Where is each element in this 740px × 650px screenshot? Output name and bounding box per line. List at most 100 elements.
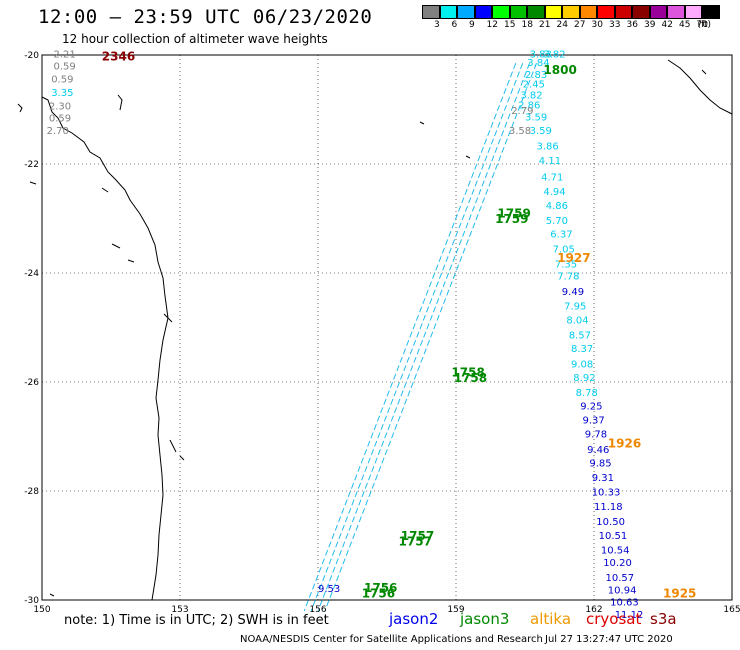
map-labels: 2.210.590.593.352.300.592.703.833.823.84…: [47, 49, 697, 621]
wave-height-reading: 10.94: [608, 585, 637, 596]
wave-height-reading: 9.25: [580, 401, 602, 412]
legend-swatch: [579, 5, 597, 19]
legend-swatch: [597, 5, 615, 19]
island-8: [179, 455, 185, 461]
wave-height-reading: 2.30: [49, 102, 71, 113]
wave-height-reading: 8.92: [573, 373, 595, 384]
pass-time-label: 1757: [399, 535, 432, 549]
loyalty-island: [701, 69, 707, 75]
legend-swatch: [667, 5, 685, 19]
wave-height-reading: 9.85: [589, 458, 611, 469]
legend-label: 36: [626, 20, 638, 30]
island-2: [29, 181, 37, 185]
pass-time-label: 1927: [557, 251, 590, 265]
map-title: 12:00 – 23:59 UTC 06/23/2020: [38, 6, 373, 28]
wave-height-reading: 9.53: [318, 584, 340, 595]
latitude-label: -26: [24, 378, 39, 388]
satellite-name: jason2: [389, 610, 439, 628]
altimeter-track: [317, 62, 531, 612]
wave-height-reading: 4.86: [546, 201, 568, 212]
island-11: [465, 155, 471, 159]
wave-height-reading: 10.63: [610, 597, 639, 608]
legend-label: 21: [539, 20, 551, 30]
island-6: [163, 313, 173, 323]
legend-swatch: [527, 5, 545, 19]
wave-height-legend: 3 6 9 12 15 18 21 24 27 30 33 36 39 42 45 70 (ft): [422, 5, 720, 33]
latitude-label: -30: [24, 596, 39, 606]
wave-height-reading: 10.20: [603, 558, 632, 569]
wave-height-reading: 3.84: [527, 58, 549, 69]
pass-time-label: 1759: [497, 206, 530, 220]
wave-height-reading: 2.79: [511, 106, 533, 117]
satellite-name: altika: [530, 610, 572, 628]
legend-label: 3: [434, 20, 440, 30]
legend-swatch: [614, 5, 632, 19]
legend-label: 6: [451, 20, 458, 30]
longitude-label: 165: [723, 605, 740, 615]
legend-unit: (ft): [697, 20, 712, 30]
wave-height-reading: 0.59: [54, 62, 76, 73]
wave-height-reading: 2.45: [523, 80, 545, 91]
legend-swatch: [439, 5, 457, 19]
legend-label: 70: [696, 20, 708, 30]
pass-time-label: 1757: [401, 529, 434, 543]
pass-time-label: 1756: [362, 586, 395, 600]
wave-height-reading: 3.59: [530, 126, 552, 137]
legend-swatch: [509, 5, 527, 19]
legend-swatch: [457, 5, 475, 19]
satellite-tracks: [303, 62, 537, 612]
satellite-name: s3a: [650, 610, 677, 628]
wave-height-reading: 5.70: [546, 216, 568, 227]
pass-time-label: 1926: [608, 436, 641, 450]
legend-swatch: [544, 5, 562, 19]
legend-label: 24: [556, 20, 568, 30]
wave-height-reading: 8.57: [569, 330, 591, 341]
legend-swatch: [492, 5, 510, 19]
island-5: [127, 259, 135, 263]
map-subtitle: 12 hour collection of altimeter wave hei…: [62, 32, 328, 46]
pass-time-label: 1759: [495, 212, 528, 226]
wave-height-reading: 10.57: [606, 573, 635, 584]
wave-height-reading: 10.33: [592, 487, 621, 498]
australia-coastline: [41, 96, 169, 601]
wave-height-reading: 7.78: [557, 272, 579, 283]
wave-height-reading: 7.95: [564, 302, 586, 313]
pass-time-label: 1756: [364, 581, 397, 595]
legend-label: 18: [521, 20, 533, 30]
wave-height-reading: 8.37: [571, 344, 593, 355]
island-3: [101, 187, 109, 193]
legend-label: 15: [504, 20, 516, 30]
latitude-label: -24: [24, 269, 39, 279]
map-frame: [41, 54, 733, 601]
wave-height-reading: 8.78: [576, 388, 598, 399]
legend-swatch: [649, 5, 667, 19]
island-9: [117, 94, 123, 111]
pass-time-label: 2346: [102, 49, 135, 63]
wave-height-reading: 4.11: [539, 156, 561, 167]
longitude-label: 153: [171, 605, 188, 615]
longitude-label: 162: [585, 605, 602, 615]
wave-height-reading: 0.59: [51, 74, 73, 85]
wave-height-reading: 9.31: [592, 473, 614, 484]
wave-height-reading: 9.37: [583, 415, 605, 426]
small-marker: [49, 593, 55, 597]
longitude-label: 159: [447, 605, 464, 615]
legend-label: 27: [574, 20, 586, 30]
satellite-name: cryosat: [586, 610, 642, 628]
legend-swatch: [684, 5, 702, 19]
wave-height-reading: 3.58: [509, 126, 531, 137]
altimeter-track: [310, 62, 524, 612]
altimeter-track: [324, 62, 537, 612]
wave-height-reading: 3.83: [530, 50, 552, 61]
wave-height-reading: 7.35: [555, 260, 577, 271]
latitude-label: -28: [24, 487, 39, 497]
legend-swatch: [474, 5, 492, 19]
legend-swatch: [422, 5, 440, 19]
altimeter-track: [303, 62, 517, 612]
legend-labels: 3 6 9 12 15 18 21 24 27 30 33 36 39 42 45 70 (ft): [422, 19, 720, 33]
legend-label: 9: [469, 20, 475, 30]
wave-height-reading: 2.86: [518, 100, 540, 111]
legend-label: 42: [661, 20, 673, 30]
wave-height-reading: 3.59: [525, 112, 547, 123]
